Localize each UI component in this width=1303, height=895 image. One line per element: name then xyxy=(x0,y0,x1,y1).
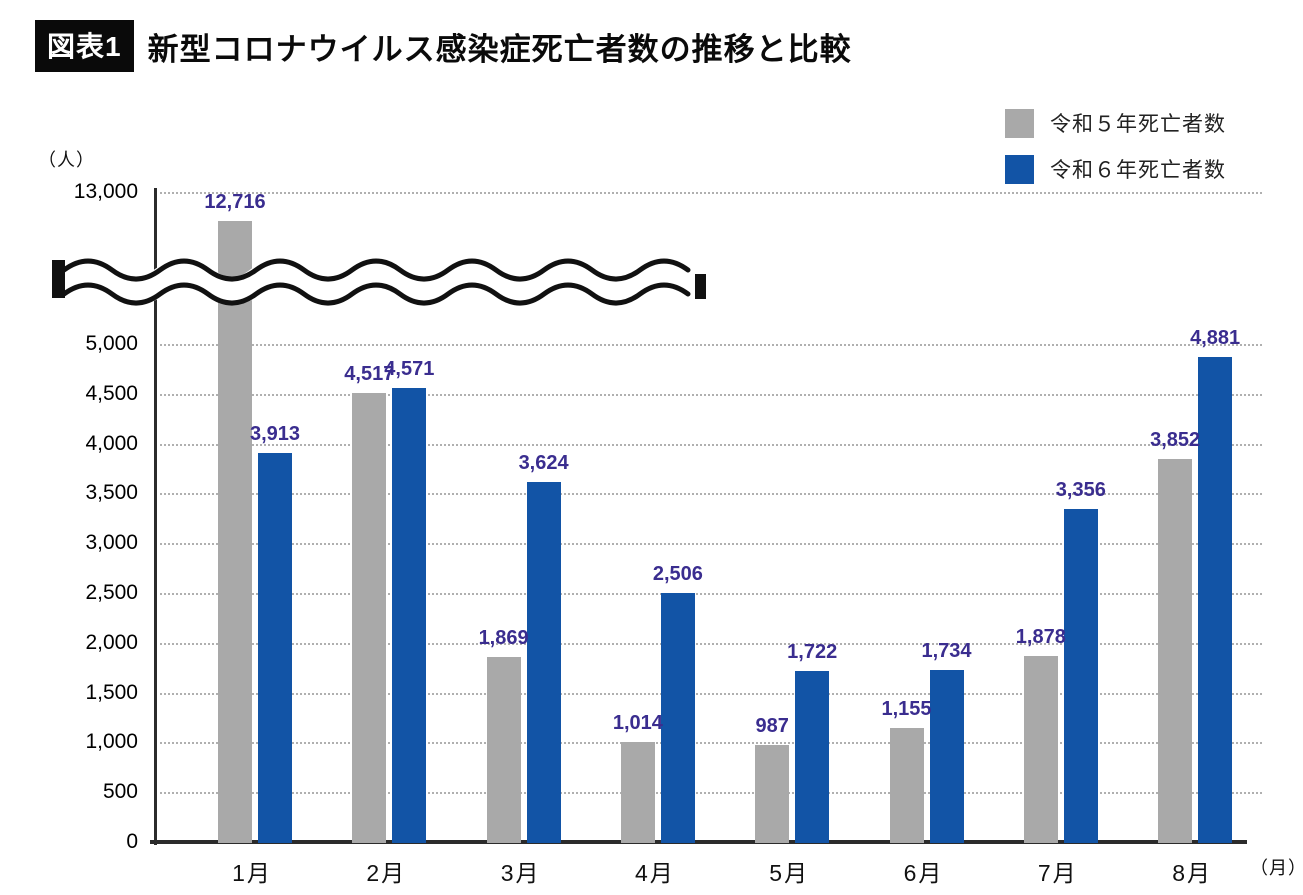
value-label: 4,571 xyxy=(384,357,435,380)
value-label: 987 xyxy=(755,714,789,737)
bar-令和５年死亡者数-1月 xyxy=(218,221,252,843)
value-label: 1,014 xyxy=(612,712,663,734)
value-label: 3,852 xyxy=(1150,429,1201,452)
value-label: 2,506 xyxy=(652,563,703,586)
x-axis-line xyxy=(150,840,1247,844)
value-label: 3,624 xyxy=(518,452,569,475)
bar-令和６年死亡者数-6月 xyxy=(929,670,964,843)
bar-令和５年死亡者数-2月 xyxy=(352,393,387,843)
grid-line xyxy=(155,692,1262,695)
legend-label: 令和５年死亡者数 xyxy=(1050,113,1226,136)
x-tick-label: 1月 xyxy=(232,860,272,886)
value-label: 12,716 xyxy=(204,191,266,214)
bar-令和６年死亡者数-4月 xyxy=(660,593,695,843)
x-tick-label: 8月 xyxy=(1172,860,1212,886)
x-tick-label: 7月 xyxy=(1037,860,1078,886)
y-tick-label: 0 xyxy=(126,830,138,853)
y-tick-label: 5,000 xyxy=(85,332,138,355)
bar-令和６年死亡者数-8月 xyxy=(1198,356,1233,843)
bar-令和６年死亡者数-5月 xyxy=(795,671,830,843)
grid-line xyxy=(155,593,1262,595)
bar-令和６年死亡者数-7月 xyxy=(1063,508,1098,843)
grid-line xyxy=(155,443,1262,446)
x-axis-unit-label: （月） xyxy=(1250,858,1303,878)
bar-令和５年死亡者数-5月 xyxy=(755,744,790,843)
value-label: 1,722 xyxy=(787,641,838,664)
y-tick-label: 3,500 xyxy=(85,481,138,505)
grid-line xyxy=(155,543,1262,546)
value-label: 4,517 xyxy=(344,363,395,386)
y-tick-label: 3,000 xyxy=(85,531,138,555)
value-label: 1,155 xyxy=(881,697,932,720)
figure-number-badge: 図表1 xyxy=(35,20,134,72)
x-tick-label: 6月 xyxy=(903,860,944,886)
legend-label: 令和６年死亡者数 xyxy=(1050,159,1226,182)
y-tick-label: 4,000 xyxy=(85,431,138,455)
grid-line xyxy=(155,792,1262,795)
y-axis-line xyxy=(154,188,157,845)
grid-line xyxy=(155,742,1262,745)
axis-break-right-cap xyxy=(695,274,706,299)
y-tick-label: 1,000 xyxy=(85,730,138,754)
bar-令和６年死亡者数-1月 xyxy=(258,453,292,843)
bar-令和６年死亡者数-3月 xyxy=(526,482,561,843)
grid-line xyxy=(155,192,1262,194)
x-tick-label: 5月 xyxy=(769,860,810,886)
figure-title-row: 図表1 新型コロナウイルス感染症死亡者数の推移と比較 xyxy=(35,20,852,72)
value-label: 1,878 xyxy=(1015,625,1066,648)
bar-令和５年死亡者数-8月 xyxy=(1158,459,1193,843)
y-tick-label: 13,000 xyxy=(73,180,138,203)
bar-令和５年死亡者数-3月 xyxy=(486,656,521,843)
y-axis-unit-label: （人） xyxy=(38,150,95,170)
y-tick-label: 2,500 xyxy=(85,581,138,604)
y-tick-label: 4,500 xyxy=(85,381,138,405)
bar-令和６年死亡者数-2月 xyxy=(392,387,427,843)
legend-swatch xyxy=(1005,154,1034,184)
axis-break-wave xyxy=(52,258,706,306)
value-label: 1,734 xyxy=(921,640,972,663)
value-label: 3,913 xyxy=(249,423,301,446)
bar-令和５年死亡者数-6月 xyxy=(889,727,924,843)
x-tick-label: 4月 xyxy=(634,860,675,886)
grid-line xyxy=(155,393,1262,396)
axis-break-top-wave xyxy=(61,258,691,282)
axis-break-mask xyxy=(55,259,697,305)
bar-令和５年死亡者数-7月 xyxy=(1023,655,1058,843)
grid-line xyxy=(155,493,1262,496)
y-tick-label: 500 xyxy=(102,780,138,804)
value-label: 4,881 xyxy=(1190,326,1241,349)
bar-令和５年死亡者数-4月 xyxy=(620,742,655,843)
x-tick-label: 2月 xyxy=(366,860,407,886)
legend-item: 令和６年死亡者数 xyxy=(1005,154,1226,184)
y-tick-label: 2,000 xyxy=(85,630,138,654)
x-tick-label: 3月 xyxy=(500,860,541,886)
axis-break-left-cap xyxy=(52,260,65,298)
legend-swatch xyxy=(1005,108,1034,138)
figure-title: 新型コロナウイルス感染症死亡者数の推移と比較 xyxy=(147,31,852,67)
legend-item: 令和５年死亡者数 xyxy=(1005,108,1226,138)
grid-line xyxy=(155,344,1262,346)
axis-break-bottom-wave xyxy=(61,282,691,306)
value-label: 3,356 xyxy=(1055,478,1106,501)
value-label: 1,869 xyxy=(478,626,529,649)
grid-line xyxy=(155,642,1262,645)
chart-legend: 令和５年死亡者数 令和６年死亡者数 xyxy=(1005,108,1226,200)
y-tick-label: 1,500 xyxy=(85,680,138,704)
